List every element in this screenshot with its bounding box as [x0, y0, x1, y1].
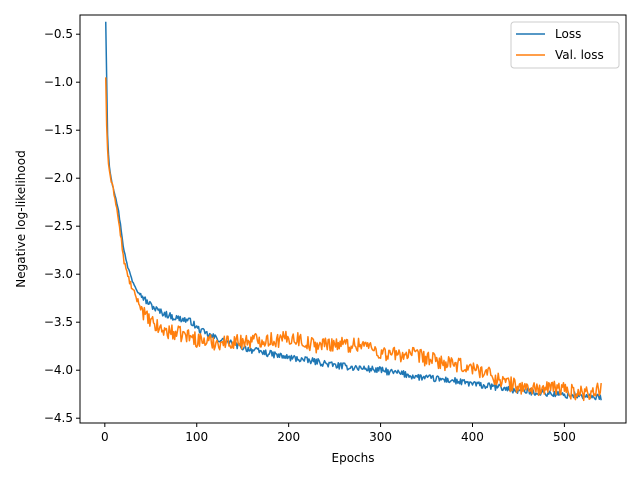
y-tick-label: −4.0 — [44, 363, 73, 377]
y-tick-label: −0.5 — [44, 27, 73, 41]
x-tick-label: 300 — [369, 430, 392, 444]
y-tick-label: −2.5 — [44, 219, 73, 233]
y-axis-label: Negative log-likelihood — [14, 150, 28, 287]
x-tick-label: 100 — [185, 430, 208, 444]
x-axis-label: Epochs — [332, 451, 375, 465]
legend-label-val-loss: Val. loss — [555, 48, 604, 62]
x-tick-label: 400 — [461, 430, 484, 444]
y-tick-label: −4.5 — [44, 411, 73, 425]
x-tick-label: 200 — [277, 430, 300, 444]
y-tick-label: −1.0 — [44, 75, 73, 89]
legend: Loss Val. loss — [510, 21, 620, 69]
y-tick-label: −3.0 — [44, 267, 73, 281]
y-tick-label: −2.0 — [44, 171, 73, 185]
y-axis-ticks: −0.5 −1.0 −1.5 −2.0 −2.5 −3.0 −3.5 −4.0 −4.5 — [44, 27, 80, 425]
plot-area-frame — [79, 14, 627, 424]
series-layer — [104, 21, 602, 402]
series-line-val-loss — [104, 77, 602, 402]
x-tick-label: 500 — [553, 430, 576, 444]
y-tick-label: −3.5 — [44, 315, 73, 329]
x-axis-ticks: 0 100 200 300 400 500 — [101, 423, 576, 444]
legend-label-loss: Loss — [555, 27, 581, 41]
y-tick-label: −1.5 — [44, 123, 73, 137]
x-tick-label: 0 — [101, 430, 109, 444]
